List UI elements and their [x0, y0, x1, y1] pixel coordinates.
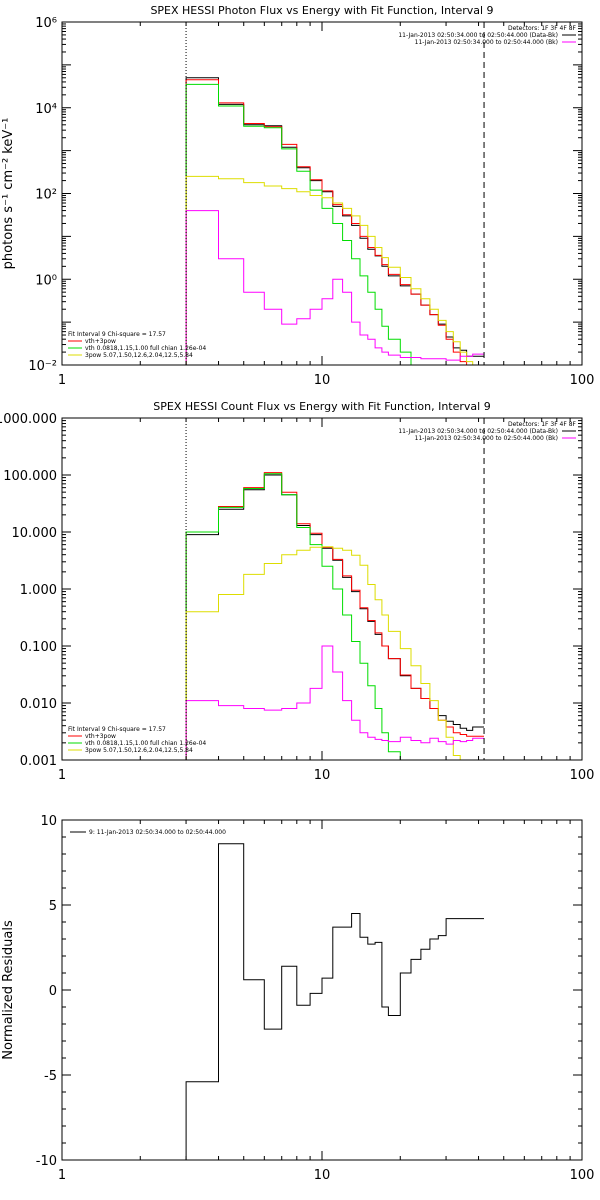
legend-entry: 3pow 5.07,1.50,12.6,2.04,12.5,5.84 [85, 747, 193, 754]
y-tick-label: 0.001 [20, 754, 57, 769]
legend-entry: 11-Jan-2013 02:50:34.000 to 02:50:44.000… [415, 39, 558, 46]
data-series-5 [185, 645, 484, 760]
plot-frame [61, 417, 583, 761]
data-series-3 [185, 83, 422, 365]
data-series-5 [185, 210, 484, 365]
legend-heading: Detectors: 1F 3F 4F 8F [508, 421, 577, 428]
y-tick-label: -5 [44, 1069, 57, 1084]
x-tick-label: 1 [58, 768, 66, 783]
legend-entry: 9: 11-Jan-2013 02:50:34.000 to 02:50:44.… [89, 829, 226, 836]
x-tick-label: 10 [314, 373, 331, 388]
legend-entry: 3pow 5.07,1.50,12.6,2.04,12.5,5.84 [85, 352, 193, 359]
y-tick-label: 1000.000 [0, 412, 57, 427]
legend-entry: 11-Jan-2013 02:50:34.000 to 02:50:44.000… [398, 32, 558, 39]
y-tick-label: 10⁶ [35, 16, 57, 31]
legend-entry: vth+3pow [85, 733, 116, 740]
y-tick-label: 10 [40, 814, 57, 829]
data-series-2 [185, 472, 484, 760]
legend-heading: Fit Interval 9 Chi-square = 17.57 [68, 726, 166, 733]
chart-title: SPEX HESSI Count Flux vs Energy with Fit… [153, 400, 490, 413]
y-tick-label: 0.010 [20, 697, 57, 712]
x-tick-label: 10 [314, 1168, 331, 1183]
chart-title: SPEX HESSI Photon Flux vs Energy with Fi… [150, 4, 493, 17]
data-series-4 [185, 546, 461, 760]
legend-entry: vth 0.0818,1.15,1.00 full chian 1.26e-04 [85, 345, 206, 352]
legend-heading: Detectors: 1F 3F 4F 8F [508, 25, 577, 32]
data-series-3 [185, 473, 401, 760]
data-series-1 [185, 77, 484, 365]
y-tick-label: 0 [49, 984, 57, 999]
x-tick-label: 100 [570, 1168, 595, 1183]
legend-entry: 11-Jan-2013 02:50:34.000 to 02:50:44.000… [398, 428, 558, 435]
legend-entry: vth+3pow [85, 338, 116, 345]
y-tick-label: 10² [35, 188, 57, 203]
data-series-2 [185, 79, 468, 365]
y-tick-label: 10⁻² [28, 359, 57, 374]
y-axis-label: Normalized Residuals [1, 920, 16, 1060]
x-tick-label: 1 [58, 373, 66, 388]
y-tick-label: 10.000 [12, 526, 58, 541]
y-tick-label: 10⁴ [35, 102, 57, 117]
legend-entry: 11-Jan-2013 02:50:34.000 to 02:50:44.000… [415, 435, 558, 442]
y-axis-label: photons s⁻¹ cm⁻² keV⁻¹ [1, 118, 16, 270]
data-series-4 [185, 175, 474, 365]
y-tick-label: 5 [49, 899, 57, 914]
data-series-1 [185, 843, 484, 1160]
y-tick-label: 1.000 [20, 583, 57, 598]
x-tick-label: 100 [570, 768, 595, 783]
plot-area [185, 77, 484, 365]
x-tick-label: 10 [314, 768, 331, 783]
chart-panel-1: SPEX HESSI Photon Flux vs Energy with Fi… [1, 4, 594, 388]
chart-panel-3: 1 10 100 -10 -5 0 5 10 Normalized Residuals 9: 11… [1, 814, 594, 1183]
y-tick-label: -10 [36, 1154, 57, 1169]
y-tick-label: 100.000 [3, 469, 57, 484]
legend-entry: vth 0.0818,1.15,1.00 full chian 1.26e-04 [85, 740, 206, 747]
x-tick-label: 100 [570, 373, 595, 388]
y-tick-label: 0.100 [20, 640, 57, 655]
data-series-1 [185, 474, 484, 760]
chart-panel-2: SPEX HESSI Count Flux vs Energy with Fit… [0, 400, 594, 783]
x-tick-label: 1 [58, 1168, 66, 1183]
legend-heading: Fit Interval 9 Chi-square = 17.57 [68, 331, 166, 338]
plot-area [185, 843, 484, 1160]
plot-area [185, 472, 484, 760]
y-tick-label: 10⁰ [35, 273, 57, 288]
